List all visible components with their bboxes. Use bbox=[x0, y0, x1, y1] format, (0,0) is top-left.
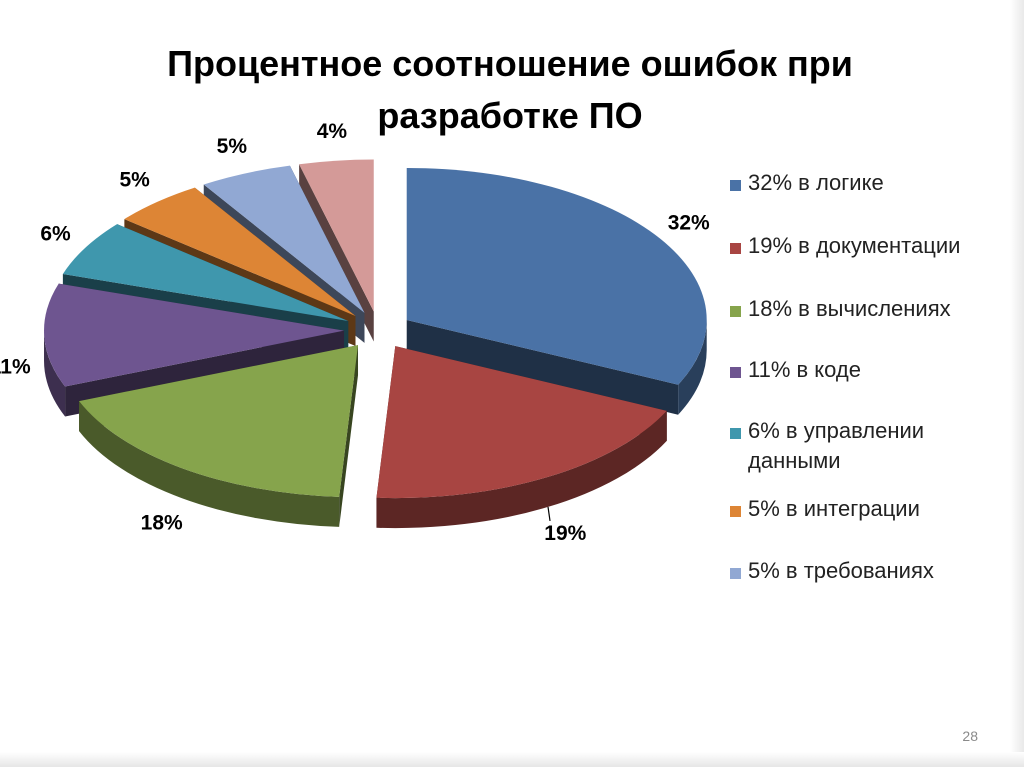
pie-slice bbox=[376, 346, 667, 499]
pie-slice-wall bbox=[406, 319, 679, 415]
pie-slice-rim bbox=[79, 401, 340, 527]
pie-slice-label: 18% bbox=[141, 511, 183, 534]
pie-slice bbox=[62, 224, 349, 321]
pie-slice bbox=[406, 167, 707, 385]
pie-slice-label: 11% bbox=[0, 355, 31, 378]
pie-slice bbox=[44, 283, 345, 387]
page-number: 28 bbox=[962, 728, 978, 744]
slide-title-line-1: Процентное соотношение ошибок при bbox=[167, 43, 853, 84]
legend-label: 6% в управлении данными bbox=[748, 418, 925, 473]
pie-slice-label: 19% bbox=[544, 522, 586, 545]
pie-slice-label: 5% bbox=[119, 168, 150, 191]
label-leader-line bbox=[547, 506, 551, 522]
slide-title-line-2: разработке ПО bbox=[377, 95, 643, 136]
pie-slice-label: 5% bbox=[217, 135, 248, 158]
slide-frame-right bbox=[1010, 0, 1024, 767]
legend-swatch bbox=[730, 568, 741, 579]
pie-slice-label: 32% bbox=[668, 211, 710, 234]
pie-slice-rim bbox=[678, 319, 707, 415]
slide-title: Процентное соотношение ошибок при разраб… bbox=[60, 38, 960, 142]
legend-swatch bbox=[730, 428, 741, 439]
legend-label: 11% в коде bbox=[748, 357, 862, 382]
pie-slice-wall bbox=[339, 345, 359, 527]
pie-slice bbox=[299, 159, 374, 312]
legend-label: 5% в интеграции bbox=[748, 496, 920, 521]
pie-tops bbox=[44, 159, 707, 499]
slide-frame-bottom bbox=[0, 752, 1024, 767]
pie-slice bbox=[79, 345, 359, 497]
pie-slice-label: 6% bbox=[40, 222, 71, 245]
legend-label: 18% в вычислениях bbox=[748, 296, 951, 321]
pie-labels: 32% 19% 18% 11% 6% 5% 5% 4% bbox=[0, 120, 710, 545]
pie-slice-rim bbox=[376, 410, 667, 529]
legend-swatch bbox=[730, 367, 741, 378]
pie-slice bbox=[203, 165, 365, 313]
pie-slice-rim bbox=[44, 330, 66, 417]
legend-swatch bbox=[730, 306, 741, 317]
legend-label: 5% в требованиях bbox=[748, 558, 934, 583]
pie-slice-label: 4% bbox=[317, 120, 348, 143]
legend-label: 32% в логике bbox=[748, 170, 884, 195]
legend-label: 19% в документации bbox=[748, 233, 961, 258]
pie-slice bbox=[124, 187, 356, 316]
legend-swatch bbox=[730, 506, 741, 517]
legend-swatch bbox=[730, 180, 741, 191]
legend-swatch bbox=[730, 243, 741, 254]
